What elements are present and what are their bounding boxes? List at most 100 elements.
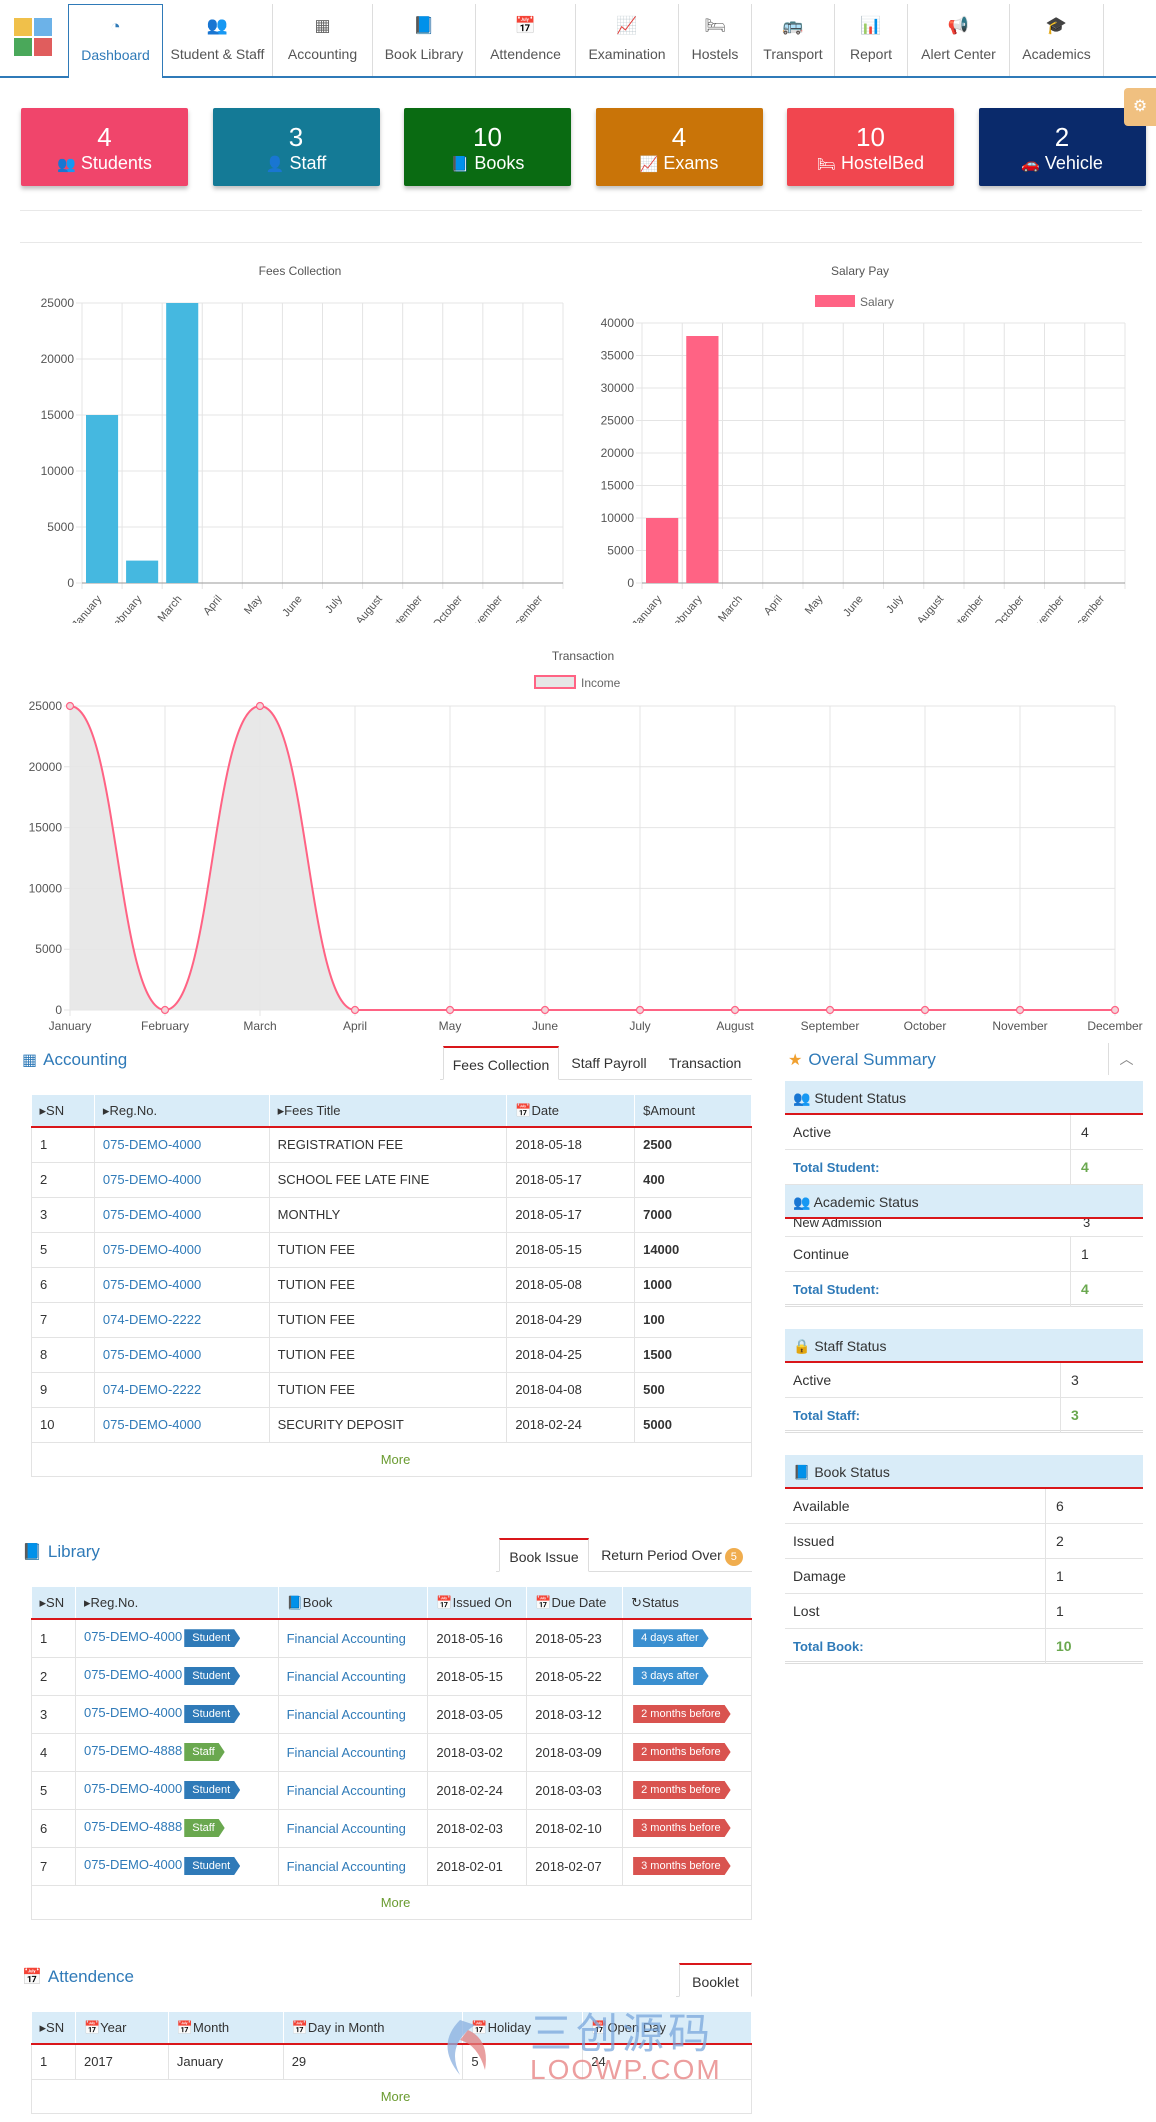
book-link[interactable]: Financial Accounting	[278, 1619, 429, 1658]
cell-date: 2018-04-08	[506, 1372, 636, 1408]
col-status[interactable]: ↻Status	[622, 1587, 752, 1620]
tab-transaction[interactable]: Transaction	[668, 1055, 742, 1071]
cell-status: 4 days after	[622, 1619, 752, 1658]
table-row: 6 075-DEMO-4000 TUTION FEE 2018-05-08 1000	[31, 1267, 752, 1303]
transaction-chart: Transaction Income 0 5000 10000 15000 20000 250…	[29, 649, 1143, 1033]
y-tick-label: 15000	[29, 821, 63, 835]
nav-attendence[interactable]: 📅 Attendence	[476, 4, 576, 76]
collapse-button[interactable]: ︿	[1108, 1043, 1144, 1075]
issued-value: 2	[1045, 1524, 1064, 1559]
reg-no-link[interactable]: 074-DEMO-2222	[94, 1372, 270, 1408]
y-tick-label: 20000	[29, 760, 63, 774]
col-day-in-month[interactable]: 📅Day in Month	[283, 2012, 464, 2045]
col-holiday[interactable]: 📅Holiday	[462, 2012, 584, 2045]
col-amount[interactable]: $Amount	[634, 1095, 752, 1128]
nav-hostels[interactable]: 🛏 Hostels	[679, 4, 752, 76]
member-type-tag: Student	[184, 1781, 240, 1799]
y-tick-label: 25000	[29, 699, 63, 713]
line-chart-icon: 📈	[616, 16, 638, 35]
col-issued-on[interactable]: 📅Issued On	[427, 1587, 528, 1620]
y-tick-label: 5000	[607, 544, 634, 558]
book-link[interactable]: Financial Accounting	[278, 1657, 429, 1696]
stat-tile-exams[interactable]: 4 📈 Exams	[595, 108, 763, 186]
book-link[interactable]: Financial Accounting	[278, 1809, 429, 1848]
cell-fees-title: MONTHLY	[269, 1197, 508, 1233]
col-reg-no[interactable]: ▸Reg.No.	[75, 1587, 279, 1620]
reg-no-link[interactable]: 075-DEMO-4000	[94, 1407, 270, 1443]
reg-no-link[interactable]: 075-DEMO-4000	[83, 1667, 183, 1682]
reg-no-link[interactable]: 075-DEMO-4000	[94, 1127, 270, 1163]
col-reg-no[interactable]: ▸Reg.No.	[94, 1095, 270, 1128]
y-tick-label: 5000	[35, 942, 62, 956]
nav-academics[interactable]: 🎓 Academics	[1010, 4, 1104, 76]
book-link[interactable]: Financial Accounting	[278, 1771, 429, 1810]
more-link[interactable]: More	[31, 1442, 752, 1477]
stat-count: 2	[1054, 122, 1070, 152]
reg-no-link[interactable]: 075-DEMO-4888	[83, 1743, 183, 1758]
stat-count: 4	[671, 122, 687, 152]
reg-no-link[interactable]: 075-DEMO-4000	[83, 1705, 183, 1720]
nav-dashboard[interactable]: ◔ Dashboard	[68, 4, 163, 78]
nav-examination[interactable]: 📈 Examination	[576, 4, 679, 76]
book-link[interactable]: Financial Accounting	[278, 1695, 429, 1734]
settings-tab[interactable]: ⚙	[1124, 88, 1156, 126]
x-tick-label: February	[107, 593, 145, 623]
stat-tile-books[interactable]: 10 📘 Books	[404, 108, 571, 186]
nav-accounting[interactable]: ▦ Accounting	[273, 4, 373, 76]
table-row: 4 075-DEMO-4888 Staff Financial Accounting 2…	[31, 1733, 752, 1772]
reg-no-link[interactable]: 075-DEMO-4000	[94, 1162, 270, 1198]
reg-no-link[interactable]: 075-DEMO-4888	[83, 1819, 183, 1834]
cell-sn: 7	[31, 1847, 76, 1886]
app-logo[interactable]	[14, 18, 54, 58]
more-link[interactable]: More	[31, 2079, 752, 2114]
cell-due-date: 2018-03-09	[526, 1733, 624, 1772]
stat-tile-staff[interactable]: 3 👤 Staff	[212, 108, 380, 186]
col-book[interactable]: 📘Book	[278, 1587, 429, 1620]
stat-tile-students[interactable]: 4 👥 Students	[21, 108, 188, 186]
book-icon: 📘	[413, 16, 435, 35]
reg-no-link[interactable]: 075-DEMO-4000	[94, 1267, 270, 1303]
cell-fees-title: TUTION FEE	[269, 1267, 508, 1303]
tab-fees-collection[interactable]: Fees Collection	[443, 1046, 559, 1080]
legend-swatch	[815, 295, 855, 307]
reg-no-link[interactable]: 075-DEMO-4000	[94, 1337, 270, 1373]
reg-no-link[interactable]: 075-DEMO-4000	[94, 1232, 270, 1268]
col-fees-title[interactable]: ▸Fees Title	[269, 1095, 508, 1128]
nav-alert-center[interactable]: 📢 Alert Center	[908, 4, 1010, 76]
table-row: 8 075-DEMO-4000 TUTION FEE 2018-04-25 1500	[31, 1337, 752, 1373]
col-year[interactable]: 📅Year	[75, 2012, 169, 2045]
nav-report[interactable]: 📊 Report	[835, 4, 908, 76]
fees-collection-table: ▸SN ▸Reg.No. ▸Fees Title 📅Date $Amount 1…	[31, 1095, 752, 1477]
star-icon: ★	[788, 1052, 803, 1069]
col-due-date[interactable]: 📅Due Date	[526, 1587, 624, 1620]
nav-transport[interactable]: 🚌 Transport	[752, 4, 835, 76]
status-tag: 3 months before	[633, 1857, 731, 1875]
continue-value: 1	[1070, 1237, 1089, 1272]
book-link[interactable]: Financial Accounting	[278, 1847, 429, 1886]
stat-tile-vehicle[interactable]: 2 🚗 Vehicle	[978, 108, 1146, 186]
col-month[interactable]: 📅Month	[168, 2012, 284, 2045]
stat-tile-hostelbed[interactable]: 10 🛏 HostelBed	[787, 108, 954, 186]
col-sn[interactable]: ▸SN	[31, 2012, 76, 2045]
col-date[interactable]: 📅Date	[506, 1095, 636, 1128]
reg-no-link[interactable]: 075-DEMO-4000	[83, 1629, 183, 1645]
book-link[interactable]: Financial Accounting	[278, 1733, 429, 1772]
reg-no-link[interactable]: 075-DEMO-4000	[83, 1857, 183, 1872]
nav-student-staff[interactable]: 👥 Student & Staff	[163, 4, 273, 76]
tab-booklet[interactable]: Booklet	[679, 1963, 752, 1997]
tab-return-period-over[interactable]: Return Period Over 5	[592, 1538, 752, 1572]
col-open-day[interactable]: 📅Open Day	[582, 2012, 752, 2045]
more-link[interactable]: More	[31, 1885, 752, 1920]
col-sn[interactable]: ▸SN	[31, 1587, 76, 1620]
cell-fees-title: TUTION FEE	[269, 1302, 508, 1338]
new-admission-value: 3	[1083, 1219, 1091, 1230]
reg-no-link[interactable]: 075-DEMO-4000	[94, 1197, 270, 1233]
accounting-heading: ▦ Accounting	[22, 1050, 127, 1070]
cell-due-date: 2018-03-12	[526, 1695, 624, 1734]
reg-no-link[interactable]: 075-DEMO-4000	[83, 1781, 183, 1796]
nav-book-library[interactable]: 📘 Book Library	[373, 4, 476, 76]
col-sn[interactable]: ▸SN	[31, 1095, 95, 1128]
tab-book-issue[interactable]: Book Issue	[499, 1538, 589, 1572]
reg-no-link[interactable]: 074-DEMO-2222	[94, 1302, 270, 1338]
tab-staff-payroll[interactable]: Staff Payroll	[571, 1055, 647, 1071]
